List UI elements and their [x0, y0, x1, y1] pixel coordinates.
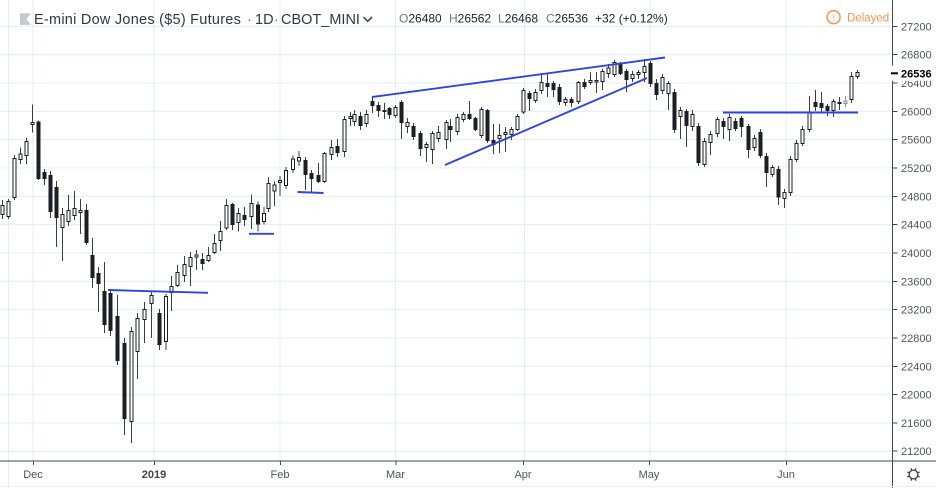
svg-text:Dec: Dec	[23, 469, 43, 481]
svg-text:22800: 22800	[901, 333, 932, 345]
svg-text:·: ·	[274, 12, 279, 28]
svg-text:H26562: H26562	[449, 12, 491, 26]
svg-text:26536: 26536	[901, 68, 932, 80]
svg-text:CBOT_MINI: CBOT_MINI	[281, 12, 360, 28]
svg-text:+32 (+0.12%): +32 (+0.12%)	[595, 12, 668, 26]
svg-text:O26480: O26480	[399, 12, 442, 26]
svg-text:May: May	[639, 469, 660, 481]
svg-text:24800: 24800	[901, 191, 932, 203]
svg-text:C26536: C26536	[546, 12, 588, 26]
svg-text:22400: 22400	[901, 361, 932, 373]
svg-text:L26468: L26468	[498, 12, 538, 26]
svg-text:2019: 2019	[142, 469, 166, 481]
svg-text:Feb: Feb	[271, 469, 290, 481]
svg-text:24000: 24000	[901, 248, 932, 260]
svg-text:Mar: Mar	[386, 469, 405, 481]
svg-text:Apr: Apr	[514, 469, 531, 481]
svg-text:E-mini Dow Jones ($5) Futures: E-mini Dow Jones ($5) Futures	[34, 12, 241, 28]
svg-text:26400: 26400	[901, 78, 932, 90]
svg-text:26000: 26000	[901, 106, 932, 118]
svg-text:23200: 23200	[901, 305, 932, 317]
svg-text:27200: 27200	[901, 21, 932, 33]
svg-text:!: !	[832, 13, 835, 24]
svg-text:25200: 25200	[901, 163, 932, 175]
svg-text:24400: 24400	[901, 220, 932, 232]
svg-text:Jun: Jun	[777, 469, 795, 481]
svg-text:21600: 21600	[901, 418, 932, 430]
svg-text:·: ·	[247, 12, 252, 28]
svg-text:26800: 26800	[901, 50, 932, 62]
svg-text:Delayed: Delayed	[847, 12, 889, 24]
svg-text:22000: 22000	[901, 390, 932, 402]
svg-text:25600: 25600	[901, 135, 932, 147]
svg-text:23600: 23600	[901, 276, 932, 288]
svg-text:21200: 21200	[901, 446, 932, 458]
svg-text:1D: 1D	[255, 12, 274, 28]
